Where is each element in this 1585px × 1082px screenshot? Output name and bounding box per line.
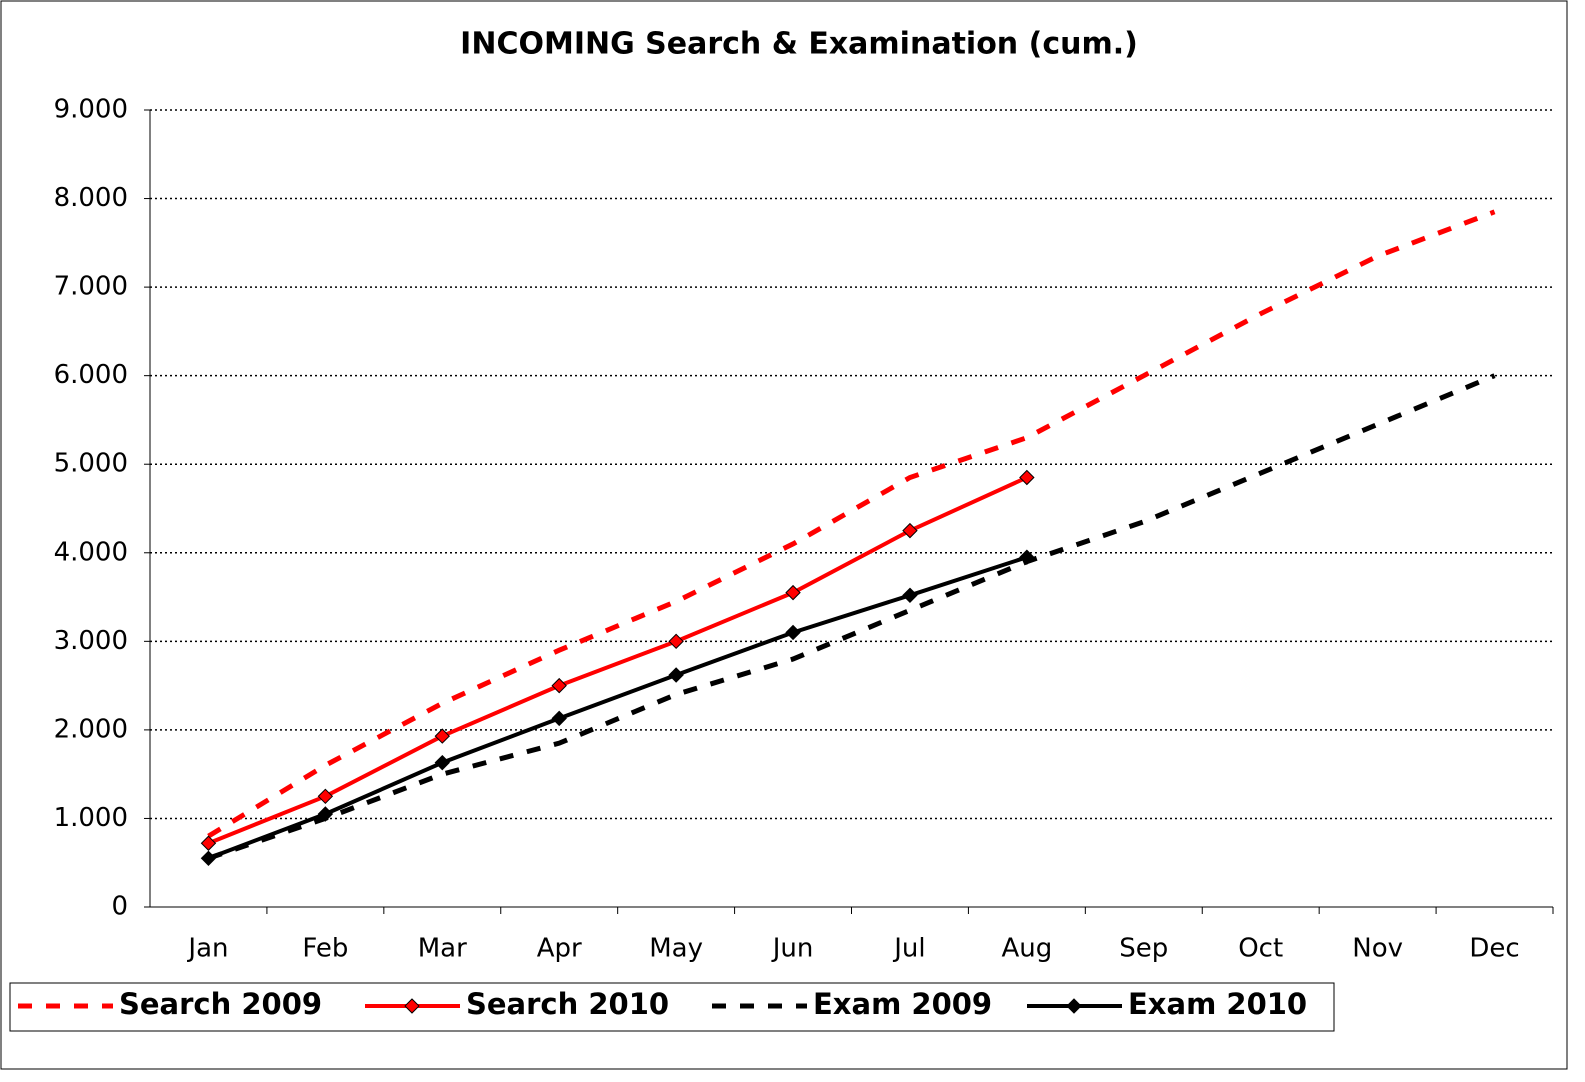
data-point: [434, 754, 450, 771]
data-point: [200, 835, 217, 851]
chart-title: INCOMING Search & Examination (cum.): [460, 27, 1138, 62]
y-tick-label: 1.000: [54, 803, 128, 833]
data-point: [200, 850, 217, 867]
x-tick-label: Apr: [537, 934, 582, 964]
x-tick-label: Jun: [771, 934, 814, 964]
legend-label: Exam 2010: [1128, 987, 1307, 1021]
legend-marker: [404, 998, 420, 1014]
data-point: [1019, 469, 1035, 486]
x-tick-label: Oct: [1238, 934, 1283, 964]
y-tick-label: 9.000: [54, 95, 128, 125]
y-tick-label: 4.000: [54, 537, 128, 567]
y-tick-label: 3.000: [54, 626, 128, 656]
y-tick-label: 7.000: [54, 272, 128, 302]
chart-border: [0, 0, 1568, 1070]
x-tick-label: Dec: [1469, 934, 1519, 964]
data-point: [1019, 549, 1035, 565]
x-tick-label: Aug: [1001, 934, 1052, 964]
y-tick-label: 2.000: [54, 714, 128, 744]
data-point: [434, 728, 450, 744]
legend-marker: [1066, 998, 1082, 1014]
y-tick-label: 5.000: [54, 449, 128, 479]
y-tick-label: 8.000: [54, 183, 128, 213]
data-point: [668, 633, 684, 650]
legend-label: Search 2009: [119, 987, 322, 1021]
legend-label: Exam 2009: [813, 987, 992, 1021]
x-tick-label: Jul: [892, 934, 925, 964]
x-tick-label: Jan: [186, 934, 228, 964]
data-point: [902, 522, 918, 539]
data-point: [785, 584, 801, 601]
x-tick-label: May: [649, 934, 703, 964]
data-point: [551, 710, 567, 727]
data-point: [317, 806, 334, 822]
data-point: [317, 788, 334, 805]
x-tick-label: Nov: [1352, 934, 1403, 964]
series-line: [207, 373, 1496, 861]
data-point: [668, 667, 684, 683]
series-line: [207, 555, 1028, 861]
data-point: [785, 624, 801, 641]
series-line: [207, 475, 1028, 846]
legend-label: Search 2010: [466, 987, 669, 1021]
y-tick-label: 0: [111, 892, 128, 922]
x-tick-label: Mar: [418, 934, 467, 964]
y-tick-label: 6.000: [54, 360, 128, 390]
data-point: [902, 587, 918, 603]
x-tick-label: Feb: [302, 934, 348, 964]
data-point: [551, 677, 567, 694]
x-tick-label: Sep: [1119, 934, 1168, 964]
